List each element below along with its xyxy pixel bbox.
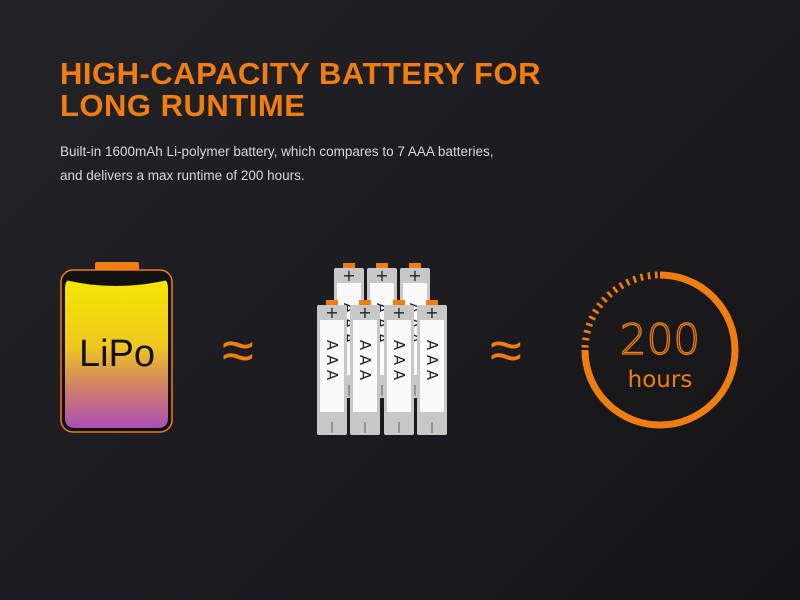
gauge-tick <box>606 290 613 298</box>
aaa-label: A <box>323 370 341 381</box>
title-line-1: HIGH-CAPACITY BATTERY FOR <box>60 56 541 91</box>
gauge-tick <box>596 302 604 309</box>
aaa-label: A <box>340 333 358 344</box>
aaa-label: A <box>406 318 424 329</box>
minus-sign: | <box>397 420 401 433</box>
approx-symbol-2: ≈ <box>490 318 522 383</box>
aaa-label: A <box>356 355 374 366</box>
minus-sign: | <box>330 420 334 433</box>
plus-sign: + <box>342 266 355 285</box>
gauge-tick <box>632 275 638 284</box>
aaa-label: A <box>406 303 424 314</box>
aaa-battery-front-1: +|AAA <box>317 300 347 435</box>
description-line-1: Built-in 1600mAh Li-polymer battery, whi… <box>60 144 494 159</box>
gauge-tick <box>639 273 644 281</box>
aaa-label: A <box>356 340 374 351</box>
lipo-label: LiPo <box>79 333 155 375</box>
aaa-label: A <box>373 318 391 329</box>
aaa-label: A <box>373 333 391 344</box>
plus-sign: + <box>392 303 405 322</box>
runtime-unit: hours <box>628 367 693 393</box>
plus-sign: + <box>375 266 388 285</box>
plus-sign: + <box>358 303 371 322</box>
plus-sign: + <box>425 303 438 322</box>
aaa-batteries-icon: +|AAA+|AAA+|AAA+|AAA+|AAA+|AAA+|AAA <box>317 263 447 435</box>
aaa-battery-front-4: +|AAA <box>417 300 447 435</box>
aaa-label: A <box>423 355 441 366</box>
aaa-label: A <box>356 370 374 381</box>
minus-sign: | <box>363 420 367 433</box>
aaa-label: A <box>406 333 424 344</box>
gauge-tick <box>583 329 591 334</box>
aaa-label: A <box>390 355 408 366</box>
description: Built-in 1600mAh Li-polymer battery, whi… <box>60 140 493 188</box>
aaa-label: A <box>423 370 441 381</box>
minus-sign: | <box>347 383 351 396</box>
aaa-label: A <box>323 340 341 351</box>
runtime-arc <box>581 271 739 429</box>
minus-sign: | <box>413 383 417 396</box>
title-line-2: LONG RUNTIME <box>60 88 306 123</box>
aaa-battery-front-2: +|AAA <box>350 300 380 435</box>
gauge-tick <box>582 337 590 341</box>
plus-sign: + <box>325 303 338 322</box>
aaa-battery-front-3: +|AAA <box>384 300 414 435</box>
aaa-label: A <box>340 303 358 314</box>
approx-symbol-1: ≈ <box>222 318 254 383</box>
description-line-2: and delivers a max runtime of 200 hours. <box>60 168 305 183</box>
page-title: HIGH-CAPACITY BATTERY FOR LONG RUNTIME <box>60 58 541 122</box>
gauge-tick <box>591 308 600 315</box>
aaa-label: A <box>390 340 408 351</box>
minus-sign: | <box>430 420 434 433</box>
gauge-tick <box>600 296 608 303</box>
runtime-gauge: 200 hours <box>581 271 739 429</box>
minus-sign: | <box>380 383 384 396</box>
aaa-label: A <box>340 318 358 329</box>
gauge-tick <box>647 272 651 280</box>
gauge-tick <box>625 278 631 286</box>
lipo-battery-icon: LiPo <box>60 262 173 433</box>
aaa-label: A <box>373 303 391 314</box>
aaa-label: A <box>423 340 441 351</box>
gauge-tick <box>588 315 596 321</box>
gauge-tick <box>612 286 619 294</box>
aaa-label: A <box>390 370 408 381</box>
runtime-value: 200 <box>620 315 700 364</box>
aaa-label: A <box>323 355 341 366</box>
gauge-tick <box>618 281 625 290</box>
plus-sign: + <box>408 266 421 285</box>
gauge-tick <box>585 322 594 328</box>
